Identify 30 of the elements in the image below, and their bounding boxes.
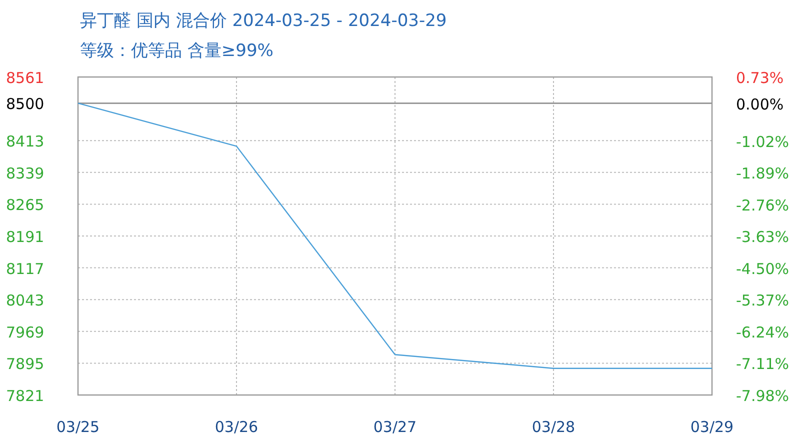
y2-tick-label: -5.37% bbox=[736, 292, 790, 310]
y2-tick-label: -7.11% bbox=[736, 355, 790, 374]
y2-tick-label: -1.89% bbox=[736, 164, 790, 183]
y-tick-label: 7895 bbox=[6, 355, 44, 374]
y-tick-label: 8339 bbox=[6, 164, 44, 182]
chart-subtitle: 等级：优等品 含量≥99% bbox=[80, 41, 274, 61]
y2-tick-label: -6.24% bbox=[736, 323, 790, 342]
y2-tick-label: 0.73% bbox=[736, 69, 784, 87]
x-tick-label: 03/25 bbox=[56, 418, 100, 436]
y2-tick-label: 0.00% bbox=[736, 96, 784, 114]
y-tick-label: 8561 bbox=[6, 69, 44, 87]
y2-tick-label: -4.50% bbox=[736, 260, 790, 278]
y-tick-label: 8413 bbox=[6, 132, 44, 151]
line-series bbox=[77, 102, 713, 369]
x-tick-label: 03/26 bbox=[214, 418, 258, 436]
chart-title: 异丁醛 国内 混合价 2024-03-25 - 2024-03-29 bbox=[80, 11, 447, 31]
x-tick-label: 03/28 bbox=[532, 418, 576, 436]
y2-tick-label: -1.02% bbox=[736, 132, 790, 151]
x-tick-label: 03/29 bbox=[690, 418, 734, 436]
y-tick-label: 8191 bbox=[6, 228, 44, 246]
y-tick-label: 8500 bbox=[6, 95, 44, 114]
y2-tick-label: -7.98% bbox=[736, 387, 790, 405]
y2-tick-label: -2.76% bbox=[736, 196, 790, 214]
x-tick-label: 03/27 bbox=[373, 418, 417, 436]
y-tick-label: 7821 bbox=[6, 387, 44, 405]
y2-tick-label: -3.63% bbox=[736, 228, 790, 246]
y-tick-label: 8043 bbox=[6, 292, 44, 310]
y-tick-label: 7969 bbox=[6, 323, 44, 342]
y-tick-label: 8265 bbox=[6, 196, 44, 214]
y-tick-label: 8117 bbox=[6, 260, 44, 278]
